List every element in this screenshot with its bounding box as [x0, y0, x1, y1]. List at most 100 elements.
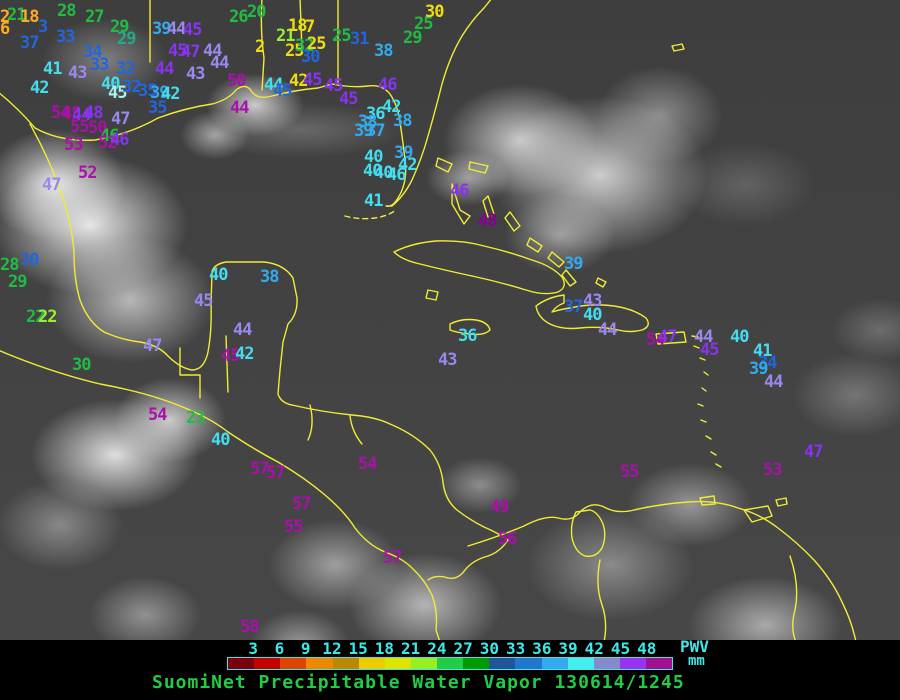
station-pwv-value: 28 — [0, 255, 20, 275]
station-pwv-value: 43 — [438, 350, 458, 370]
station-pwv-value: 20 — [247, 2, 267, 22]
station-pwv-value: 2 — [0, 7, 10, 27]
legend-tick-labels: 3 6 9 12 15 18 21 24 27 30 33 36 39 42 45 48 — [0, 641, 900, 657]
station-pwv-value: 44 — [210, 53, 230, 73]
station-pwv-value: 38 — [393, 111, 413, 131]
legend-tick: 12 — [322, 639, 342, 658]
legend-tick: 30 — [479, 639, 499, 658]
station-pwv-value: 45 — [108, 83, 128, 103]
satellite-imagery-background — [0, 0, 900, 640]
station-pwv-value: 47 — [658, 327, 678, 347]
us-gulf-coastline — [0, 83, 333, 141]
legend-color-segment — [410, 658, 437, 669]
station-pwv-value: 55 — [70, 117, 90, 137]
legend-tick: 24 — [427, 639, 447, 658]
station-pwv-value: 44 — [264, 75, 284, 95]
station-pwv-value: 30 — [425, 2, 445, 22]
legend-color-segment — [384, 658, 411, 669]
station-pwv-value: 23 — [186, 408, 206, 428]
legend-color-segment — [228, 658, 255, 669]
legend-quantity-label: PWV — [680, 637, 709, 656]
station-pwv-value: 40 — [101, 74, 121, 94]
legend-tick: 36 — [532, 639, 552, 658]
station-pwv-value: 44 — [155, 59, 175, 79]
station-pwv-value: 44 — [72, 105, 92, 125]
legend-color-segment — [437, 658, 464, 669]
station-pwv-value: 47 — [181, 42, 201, 62]
station-pwv-value: 46 — [110, 130, 130, 150]
station-pwv-value: 25 — [414, 14, 434, 34]
station-pwv-value: 45 — [324, 76, 344, 96]
legend-color-segment — [280, 658, 307, 669]
legend-color-segment — [541, 658, 568, 669]
legend-color-segment — [306, 658, 333, 669]
pwv-station-values-layer: 2 21 18 6 3 33 37 28 27 29 29 34 33 32 39 44 45 45 47 44 44 4… — [0, 2, 824, 637]
station-pwv-value: 29 — [110, 17, 130, 37]
legend-unit-label: mm — [688, 653, 705, 669]
southamerica-coastline — [467, 500, 857, 640]
station-pwv-value: 44 — [764, 372, 784, 392]
legend-tick: 42 — [584, 639, 604, 658]
station-pwv-value: 57 — [383, 548, 403, 568]
station-pwv-value: 39 — [150, 83, 170, 103]
pacific-coastline — [0, 350, 441, 640]
legend-tick: 9 — [300, 639, 311, 658]
station-pwv-value: 57 — [250, 459, 270, 479]
southamerica-borders — [597, 555, 798, 640]
station-pwv-value: 39 — [394, 143, 414, 163]
station-pwv-value: 26 — [229, 7, 249, 27]
station-pwv-value: 42 — [235, 344, 255, 364]
station-pwv-value: 29 — [8, 272, 28, 292]
station-pwv-value: 36 — [458, 326, 478, 346]
station-pwv-value: 25 — [332, 26, 352, 46]
station-pwv-value: 48 — [478, 211, 498, 231]
station-pwv-value: 42 — [30, 78, 50, 98]
station-pwv-value: 37 — [20, 33, 40, 53]
station-pwv-value: 46 — [450, 181, 470, 201]
station-pwv-value: 45 — [183, 20, 203, 40]
legend-tick: 18 — [374, 639, 395, 658]
station-pwv-value: 46 — [387, 165, 407, 185]
station-pwv-value: 40 — [211, 430, 231, 450]
station-pwv-value: 44 — [233, 320, 253, 340]
florida-keys — [344, 209, 397, 220]
station-pwv-value: 29 — [403, 28, 423, 48]
station-pwv-value: 46 — [100, 126, 120, 146]
legend-tick: 21 — [401, 639, 421, 658]
station-pwv-value: 35 — [138, 81, 158, 101]
station-pwv-value: 18 — [20, 7, 40, 27]
station-pwv-value: 39 — [749, 359, 769, 379]
station-pwv-value: 30 — [20, 250, 40, 270]
station-pwv-value: 40 — [364, 147, 384, 167]
station-pwv-value: 31 — [350, 29, 370, 49]
station-pwv-value: 7 — [305, 17, 315, 37]
lesser-antilles-islands — [691, 335, 722, 468]
station-pwv-value: 43 — [186, 64, 206, 84]
station-pwv-value: 36 — [366, 104, 386, 124]
legend-bar: 3 6 9 12 15 18 21 24 27 30 33 36 39 42 45 48 PWV mm Suo… — [0, 637, 900, 700]
station-pwv-value: 47 — [42, 175, 62, 195]
station-pwv-value: 39 — [152, 19, 172, 39]
station-pwv-value: 32 — [122, 77, 142, 97]
station-pwv-value: 43 — [583, 291, 603, 311]
station-pwv-value: 57 — [292, 494, 312, 514]
station-pwv-value: 45 — [273, 81, 293, 101]
station-pwv-value: 32 — [116, 59, 136, 79]
station-pwv-value: 54 — [358, 454, 378, 474]
legend-color-segment — [463, 658, 490, 669]
legend-color-segment — [646, 658, 673, 669]
station-pwv-value: 35 — [148, 98, 168, 118]
station-pwv-value: 45 — [700, 340, 720, 360]
station-pwv-value: 42 — [398, 155, 418, 175]
legend-color-segment — [358, 658, 385, 669]
station-pwv-value: 58 — [240, 617, 260, 637]
station-pwv-value: 48 — [84, 103, 104, 123]
honduras-borders — [307, 404, 363, 445]
station-pwv-value: 47 — [143, 336, 163, 356]
station-pwv-value: 45 — [168, 41, 188, 61]
station-pwv-value: 25 — [285, 41, 305, 61]
station-pwv-value: 40 — [730, 327, 750, 347]
station-pwv-value: 37 — [366, 121, 386, 141]
station-pwv-value: 47 — [111, 109, 131, 129]
